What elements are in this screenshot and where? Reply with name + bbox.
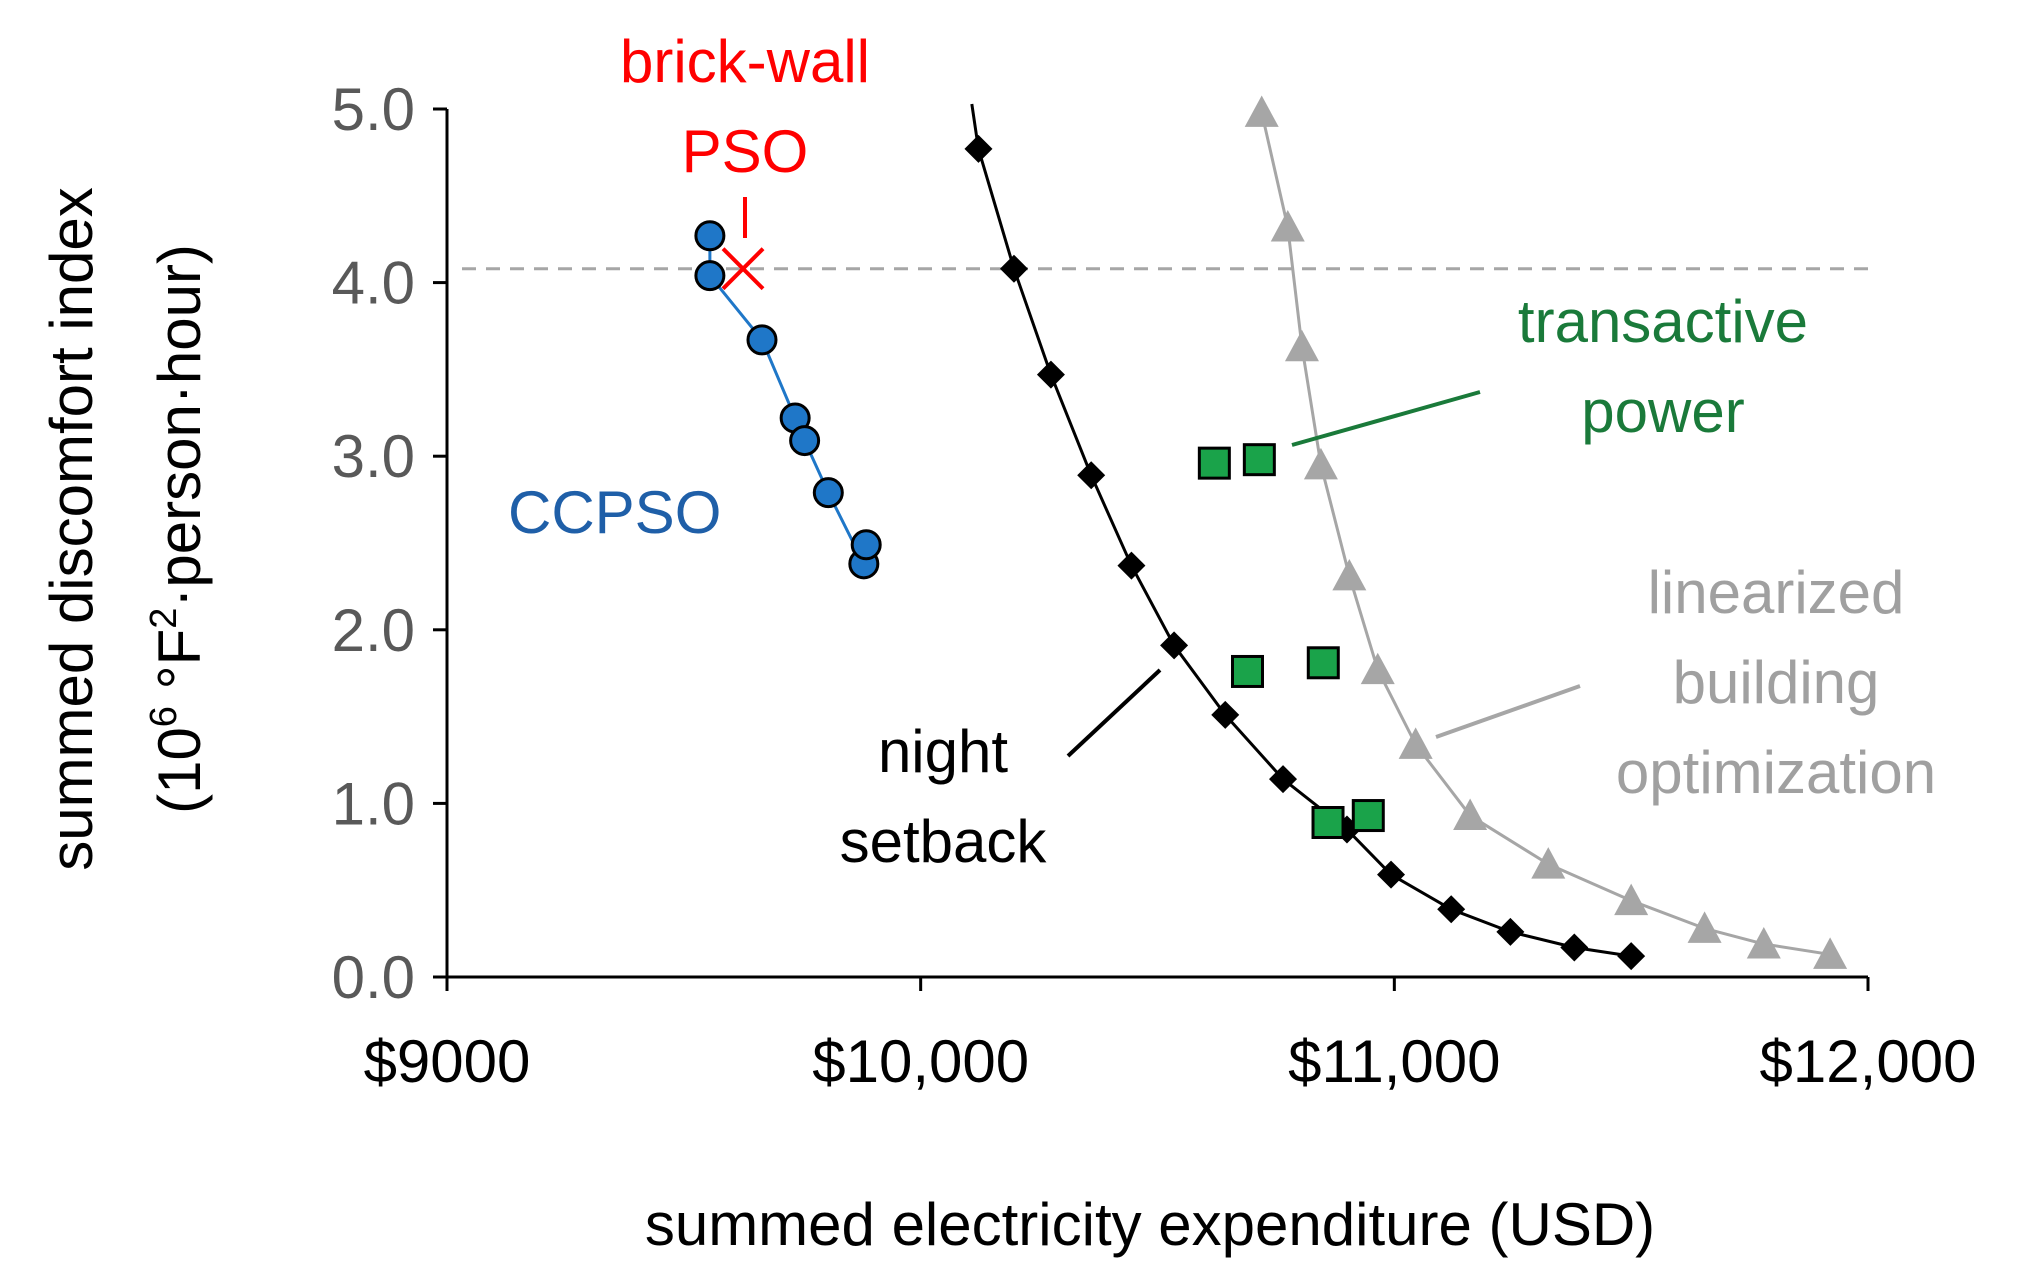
axes: [445, 109, 1868, 979]
point-linearized-building: [1360, 652, 1395, 685]
y-tick-label: 0.0: [332, 944, 415, 1011]
point-brick-wall-pso: [721, 247, 765, 291]
point-linearized-building: [1813, 937, 1848, 969]
point-transactive-power: [1197, 446, 1231, 480]
y-axis-title-line2: (106 °F2·person·hour): [143, 244, 213, 814]
point-night-setback: [1377, 860, 1406, 889]
series-ccpso: [694, 220, 882, 580]
y-tick-label: 1.0: [332, 770, 415, 837]
series-night-setback: [964, 103, 1646, 971]
point-night-setback: [1117, 551, 1146, 580]
series: [694, 95, 1848, 971]
y-axis-title-units: (106 °F2·person·hour): [143, 244, 213, 814]
point-transactive-power: [1311, 805, 1345, 839]
point-linearized-building: [1614, 883, 1649, 916]
optimization-label: optimization: [1616, 739, 1936, 806]
point-ccpso: [789, 425, 821, 457]
point-night-setback: [1496, 917, 1525, 946]
point-night-setback: [1437, 895, 1466, 924]
point-ccpso: [850, 529, 882, 561]
point-night-setback: [964, 134, 993, 163]
point-linearized-building: [1453, 798, 1488, 831]
pso-label: PSO: [682, 118, 809, 185]
series-line-night-setback: [970, 103, 1632, 958]
transactive-label: transactive: [1518, 288, 1808, 355]
linearized-leader: [1435, 684, 1581, 739]
point-linearized-building: [1270, 210, 1305, 242]
point-linearized-building: [1746, 927, 1781, 959]
x-tick-label: $9000: [364, 1028, 531, 1095]
series-brick-wall-pso: [721, 247, 765, 291]
point-linearized-building: [1687, 911, 1722, 943]
point-night-setback: [1211, 700, 1240, 729]
point-linearized-building: [1284, 329, 1319, 362]
y-tick-label: 4.0: [332, 250, 415, 317]
point-night-setback: [1160, 631, 1189, 660]
annotations: brick-wall PSO CCPSO night setback trans…: [508, 28, 1936, 875]
point-transactive-power: [1230, 654, 1264, 688]
point-ccpso: [812, 477, 844, 509]
ticks: 0.0 1.0 2.0 3.0 4.0 5.0 $9000 $10,000 $11,000 $12…: [332, 76, 1977, 1095]
series-transactive-power: [1197, 443, 1385, 839]
y-tick-label: 3.0: [332, 423, 415, 490]
point-night-setback: [1036, 360, 1065, 389]
setback-label: setback: [840, 808, 1048, 875]
x-axis-title: summed electricity expenditure (USD): [645, 1191, 1655, 1258]
point-ccpso: [694, 220, 726, 252]
point-night-setback: [1077, 461, 1106, 490]
x-tick-label: $10,000: [812, 1028, 1029, 1095]
point-transactive-power: [1242, 443, 1276, 477]
point-linearized-building: [1398, 727, 1433, 759]
ccpso-label: CCPSO: [508, 479, 721, 546]
point-linearized-building: [1244, 95, 1279, 127]
transactive-leader: [1291, 390, 1481, 447]
point-transactive-power: [1306, 646, 1340, 680]
linearized-label: linearized: [1648, 559, 1905, 626]
y-tick-label: 5.0: [332, 76, 415, 143]
point-night-setback: [1560, 933, 1589, 962]
x-tick-label: $12,000: [1760, 1028, 1977, 1095]
point-ccpso: [694, 260, 726, 292]
x-tick-label: $11,000: [1288, 1028, 1500, 1095]
point-night-setback: [1617, 942, 1646, 971]
point-night-setback: [1269, 765, 1298, 794]
building-label: building: [1673, 649, 1880, 716]
point-transactive-power: [1351, 799, 1385, 833]
y-axis-title: summed discomfort index: [38, 187, 105, 871]
series-linearized-building: [1244, 95, 1848, 969]
power-label: power: [1581, 378, 1744, 445]
y-tick-label: 2.0: [332, 597, 415, 664]
series-line-ccpso: [708, 235, 868, 566]
point-linearized-building: [1303, 447, 1338, 480]
y-axis-title-line1: summed discomfort index: [38, 187, 105, 871]
point-linearized-building: [1531, 847, 1566, 879]
point-night-setback: [999, 254, 1028, 283]
point-ccpso: [746, 324, 778, 356]
point-linearized-building: [1332, 558, 1367, 591]
night-leader: [1066, 668, 1162, 758]
night-label: night: [878, 718, 1008, 785]
brick-wall-label: brick-wall: [620, 28, 870, 95]
